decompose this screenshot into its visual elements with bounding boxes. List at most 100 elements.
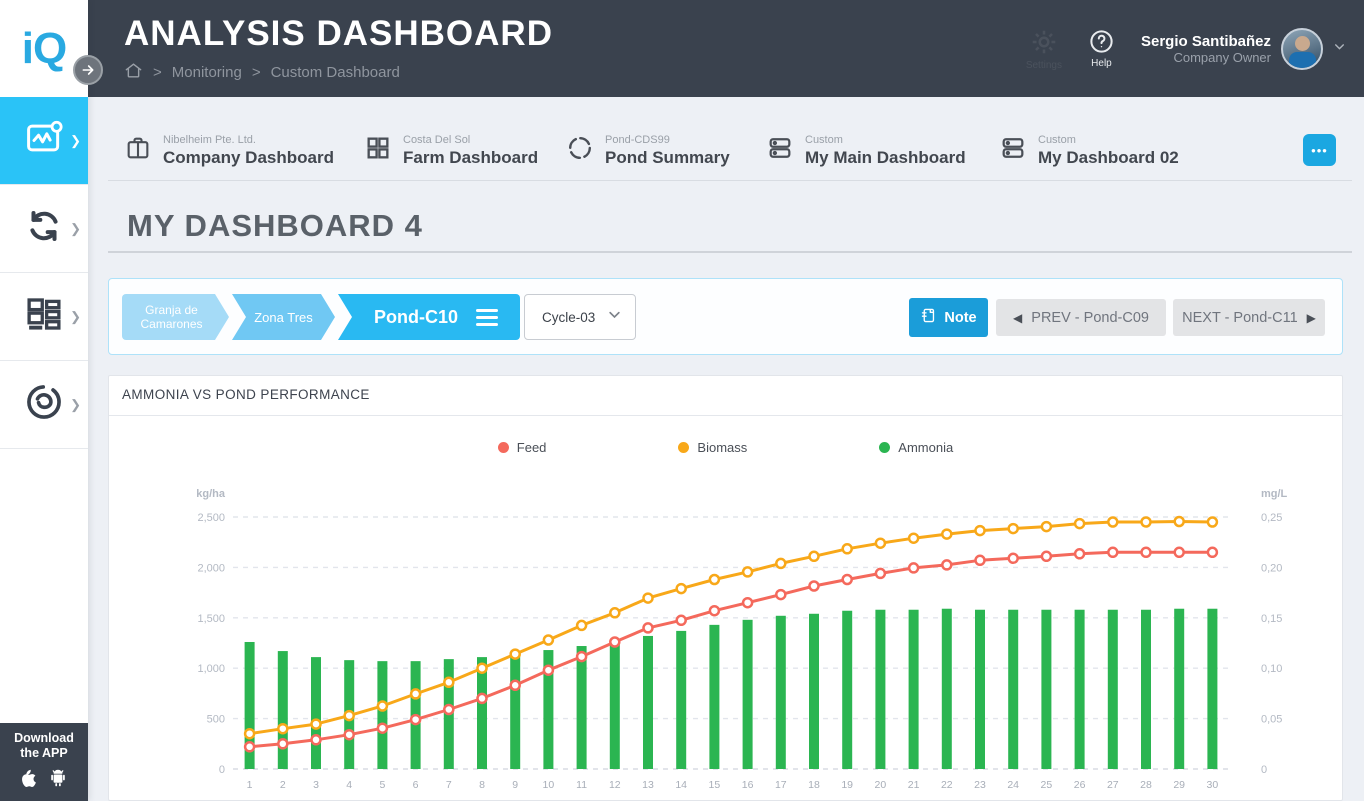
zone-segment[interactable]: Zona Tres (232, 294, 335, 340)
pond-selector-bar: Granja de Camarones Zona Tres Pond-C10 C… (108, 278, 1343, 355)
home-icon[interactable] (124, 61, 143, 84)
chevron-right-icon: ❯ (70, 132, 81, 148)
briefcase-icon (124, 134, 152, 167)
tab-my-dashboard-02[interactable]: Custom My Dashboard 02 (999, 134, 1179, 168)
sidebar-nav: ❯ ❯ ❯ ❯ (0, 97, 88, 449)
pond-breadcrumb: Granja de Camarones Zona Tres Pond-C10 (122, 294, 523, 340)
sidebar-toggle-button[interactable] (73, 55, 103, 85)
cycle-icon (23, 205, 65, 252)
svg-text:29: 29 (1173, 779, 1185, 791)
chart-title: AMMONIA VS POND PERFORMANCE (122, 387, 370, 402)
grid-icon (364, 134, 392, 167)
tab-label: My Main Dashboard (805, 148, 966, 167)
apple-icon[interactable] (19, 767, 40, 795)
next-pond-button[interactable]: NEXT - Pond-C11 ▶ (1173, 299, 1325, 336)
tab-company-dashboard[interactable]: Nibelheim Pte. Ltd. Company Dashboard (124, 134, 334, 168)
next-arrow-icon: ▶ (1306, 310, 1316, 325)
page-title: MY DASHBOARD 4 (127, 208, 423, 243)
tab-subtitle: Nibelheim Pte. Ltd. (163, 134, 256, 146)
cycle-select-value: Cycle-03 (542, 309, 596, 325)
tab-farm-dashboard[interactable]: Costa Del Sol Farm Dashboard (364, 134, 538, 168)
breadcrumb-separator: > (153, 64, 162, 81)
svg-text:16: 16 (742, 779, 754, 791)
pond-segment[interactable]: Pond-C10 (338, 294, 520, 340)
breadcrumb-separator: > (251, 64, 261, 81)
svg-text:4: 4 (346, 779, 352, 791)
svg-text:7: 7 (446, 779, 452, 791)
breadcrumb-item-custom-dashboard[interactable]: Custom Dashboard (270, 64, 400, 81)
svg-text:8: 8 (479, 779, 485, 791)
svg-text:22: 22 (941, 779, 953, 791)
tab-subtitle: Pond-CDS99 (605, 134, 670, 146)
user-menu[interactable]: Sergio Santibañez Company Owner (1141, 27, 1346, 70)
ammonia-performance-chart: kg/ha mg/L 2,500 0,25 2,000 0,20 1,500 0,15 1,00… (196, 488, 1287, 791)
tab-subtitle: Custom (1038, 134, 1076, 146)
svg-text:2,000: 2,000 (197, 562, 225, 574)
app-header: ANALYSIS DASHBOARD > Monitoring > Custom… (88, 0, 1364, 97)
app-logo[interactable]: iQ (21, 23, 67, 73)
sidebar-item-cycle[interactable]: ❯ (0, 185, 88, 273)
tab-label: Pond Summary (605, 148, 730, 167)
breadcrumb: > Monitoring > Custom Dashboard (124, 61, 400, 84)
help-button[interactable]: Help (1088, 28, 1115, 69)
avatar[interactable] (1281, 27, 1323, 70)
svg-text:14: 14 (675, 779, 687, 791)
svg-text:19: 19 (841, 779, 853, 791)
divider (109, 415, 1342, 416)
svg-text:kg/ha: kg/ha (196, 488, 226, 500)
svg-text:13: 13 (642, 779, 654, 791)
svg-text:18: 18 (808, 779, 820, 791)
svg-text:20: 20 (875, 779, 887, 791)
chart-legend: Feed Biomass Ammonia (109, 440, 1342, 455)
android-icon[interactable] (47, 767, 69, 795)
tab-pond-summary[interactable]: Pond-CDS99 Pond Summary (566, 134, 730, 168)
svg-text:0,15: 0,15 (1261, 613, 1282, 625)
breadcrumb-item-monitoring[interactable]: Monitoring (171, 64, 242, 81)
chevron-down-icon[interactable] (1333, 40, 1346, 58)
download-line1: Download (14, 731, 74, 745)
svg-text:1,000: 1,000 (197, 663, 225, 675)
tab-label: My Dashboard 02 (1038, 148, 1179, 167)
svg-text:23: 23 (974, 779, 986, 791)
sidebar: iQ ❯ ❯ ❯ ❯ Download the APP (0, 0, 88, 801)
svg-text:3: 3 (313, 779, 319, 791)
note-button[interactable]: Note (909, 298, 988, 337)
farm-segment[interactable]: Granja de Camarones (122, 294, 229, 340)
svg-text:25: 25 (1041, 779, 1053, 791)
svg-text:17: 17 (775, 779, 787, 791)
legend-item-ammonia[interactable]: Ammonia (879, 440, 953, 455)
svg-text:0: 0 (1261, 764, 1267, 776)
svg-text:9: 9 (512, 779, 518, 791)
sidebar-item-spiral[interactable]: ❯ (0, 361, 88, 449)
svg-text:27: 27 (1107, 779, 1119, 791)
note-label: Note (944, 309, 977, 326)
legend-dot (879, 442, 891, 453)
more-dashboards-button[interactable]: ••• (1303, 134, 1336, 166)
pond-icon (566, 134, 594, 167)
prev-pond-button[interactable]: ◀ PREV - Pond-C09 (996, 299, 1166, 336)
note-icon (920, 307, 937, 328)
svg-text:10: 10 (543, 779, 555, 791)
help-label: Help (1091, 58, 1112, 69)
svg-text:26: 26 (1074, 779, 1086, 791)
prev-arrow-icon: ◀ (1013, 310, 1023, 325)
legend-dot (497, 442, 509, 453)
download-app-banner[interactable]: Download the APP (0, 723, 88, 801)
spiral-icon (23, 381, 65, 428)
svg-text:5: 5 (379, 779, 385, 791)
svg-text:12: 12 (609, 779, 621, 791)
cycle-select[interactable]: Cycle-03 (524, 294, 636, 340)
pond-menu-icon[interactable] (476, 308, 499, 326)
chevron-right-icon: ❯ (70, 220, 81, 236)
tab-my-main-dashboard[interactable]: Custom My Main Dashboard (766, 134, 966, 168)
user-role: Company Owner (1173, 49, 1271, 65)
sidebar-item-monitoring[interactable]: ❯ (0, 97, 88, 185)
legend-item-feed[interactable]: Feed (497, 440, 546, 455)
sidebar-item-dashboards[interactable]: ❯ (0, 273, 88, 361)
legend-dot (678, 442, 690, 453)
stack-icon (999, 134, 1027, 167)
legend-item-biomass[interactable]: Biomass (678, 440, 747, 455)
svg-text:2: 2 (280, 779, 286, 791)
stack-icon (766, 134, 794, 167)
monitoring-icon (23, 117, 65, 164)
